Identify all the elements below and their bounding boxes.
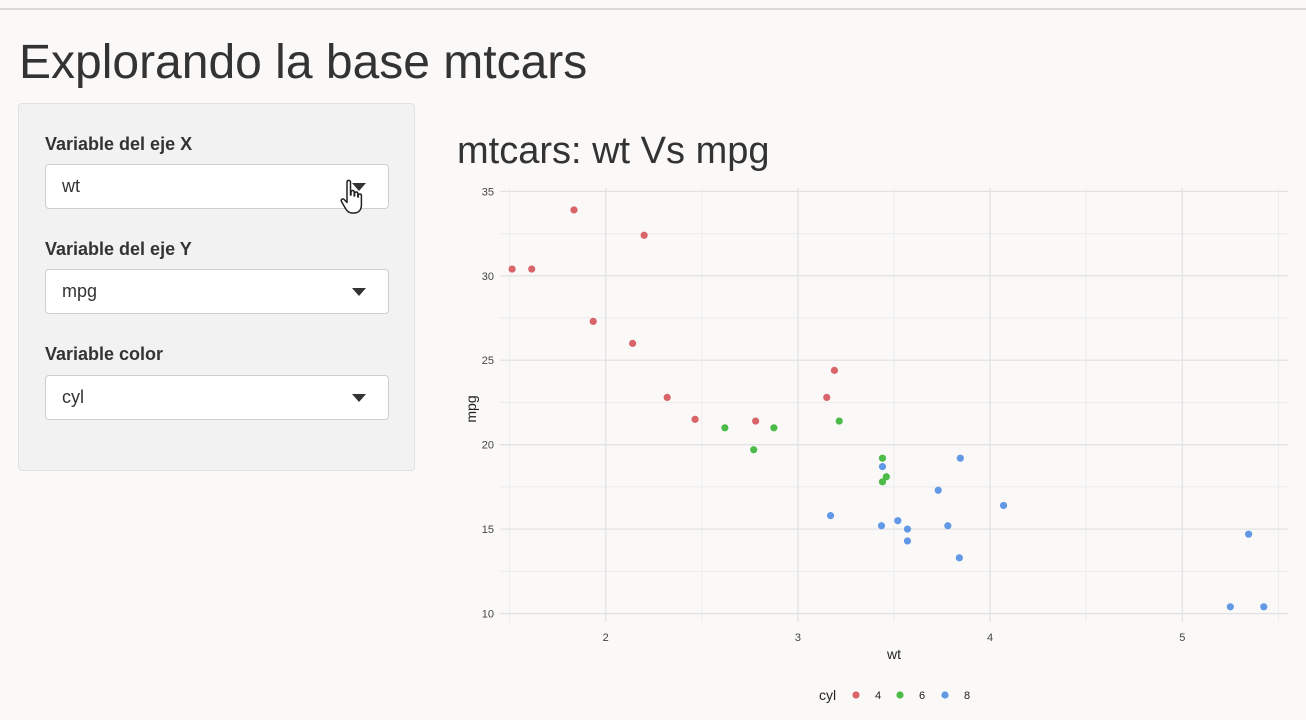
page-title: Explorando la base mtcars: [19, 36, 588, 89]
data-point-cyl-4: [508, 265, 516, 273]
x-tick-label: 3: [795, 632, 801, 644]
legend: cyl 4 6 8: [819, 687, 970, 703]
color-variable-label: Variable color: [45, 344, 164, 364]
x-variable-label: Variable del eje X: [45, 134, 193, 154]
caret-down-icon: [352, 183, 366, 191]
legend-key-8: [941, 691, 949, 699]
data-point-cyl-6: [835, 417, 843, 425]
hand-pointer-icon: [340, 179, 363, 214]
data-point-cyl-8: [944, 522, 952, 530]
x-axis-title: wt: [886, 646, 901, 662]
y-tick-label: 35: [482, 186, 494, 198]
legend-key-4: [852, 691, 860, 699]
legend-label-8: 8: [964, 690, 970, 702]
data-point-cyl-4: [830, 366, 839, 374]
data-point-cyl-4: [663, 393, 671, 402]
data-point-cyl-4: [528, 265, 536, 273]
legend-label-4: 4: [875, 690, 881, 702]
data-point-cyl-8: [903, 525, 912, 533]
data-point-cyl-4: [570, 206, 578, 214]
color-variable-value: cyl: [62, 387, 84, 407]
data-point-cyl-8: [1260, 603, 1268, 611]
data-point-cyl-8: [956, 454, 964, 462]
data-point-cyl-6: [721, 424, 729, 432]
x-tick-label: 5: [1179, 632, 1185, 644]
data-point-cyl-4: [691, 415, 699, 423]
data-point-cyl-6: [750, 446, 758, 454]
legend-key-6: [896, 691, 904, 699]
data-point-cyl-4: [589, 317, 597, 326]
data-point-cyl-4: [752, 417, 760, 425]
y-tick-label: 10: [482, 609, 494, 621]
data-point-cyl-4: [640, 231, 648, 239]
sidebar-panel: Variable del eje X wt Variable del eje Y…: [18, 103, 415, 471]
data-point-cyl-8: [903, 537, 912, 545]
y-variable-label: Variable del eje Y: [45, 239, 192, 259]
data-point-cyl-6: [882, 473, 890, 481]
x-variable-select[interactable]: wt: [45, 164, 389, 209]
color-variable-select[interactable]: cyl: [45, 375, 389, 420]
data-point-cyl-8: [1245, 530, 1253, 538]
scatter-plot: 10 15 20 25 30 35 2 3 4 5 wt mpg cyl 4 6 8: [463, 186, 1288, 703]
data-point-cyl-6: [878, 454, 887, 462]
y-tick-label: 15: [482, 524, 494, 536]
y-tick-label: 20: [482, 440, 494, 452]
data-point-cyl-8: [934, 486, 942, 494]
data-point-cyl-8: [999, 501, 1008, 510]
top-divider: [0, 8, 1306, 10]
data-point-cyl-4: [629, 339, 637, 347]
data-point-cyl-8: [955, 554, 963, 562]
y-tick-label: 30: [482, 271, 494, 283]
data-point-cyl-8: [1226, 603, 1234, 611]
y-variable-value: mpg: [62, 281, 98, 301]
legend-label-6: 6: [919, 690, 925, 702]
y-axis-title: mpg: [463, 395, 479, 422]
x-tick-label: 4: [987, 632, 993, 644]
data-point-cyl-4: [823, 393, 831, 402]
caret-down-icon: [352, 288, 366, 296]
plot-title: mtcars: wt Vs mpg: [457, 130, 770, 172]
y-tick-label: 25: [482, 355, 494, 367]
caret-down-icon: [352, 394, 366, 402]
data-point-cyl-6: [878, 478, 887, 486]
data-point-cyl-8: [826, 512, 835, 520]
data-point-cyl-8: [878, 463, 887, 471]
data-point-cyl-8: [877, 522, 886, 530]
data-point-cyl-8: [894, 517, 902, 525]
y-variable-select[interactable]: mpg: [45, 269, 389, 314]
data-point-cyl-6: [770, 424, 778, 432]
x-variable-value: wt: [62, 176, 80, 196]
legend-title: cyl: [819, 687, 836, 703]
x-tick-label: 2: [603, 632, 609, 644]
